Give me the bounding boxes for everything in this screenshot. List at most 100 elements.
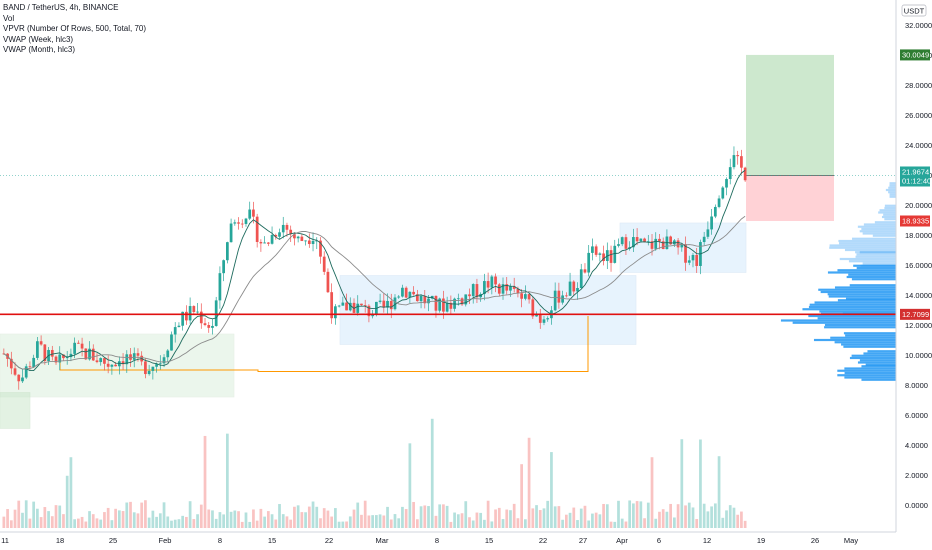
vpvr-bar bbox=[862, 262, 896, 265]
candle-body bbox=[147, 370, 151, 375]
volume-bar bbox=[378, 514, 382, 528]
vpvr-bar bbox=[837, 269, 896, 272]
vwap-month-line bbox=[3, 215, 746, 370]
candle-body bbox=[706, 229, 710, 237]
volume-bar bbox=[695, 519, 699, 528]
candle-body bbox=[702, 236, 706, 243]
volume-bar bbox=[88, 511, 91, 528]
candle-body bbox=[278, 232, 281, 237]
volume-bar bbox=[684, 505, 687, 528]
vpvr-bar bbox=[824, 323, 896, 327]
candle-body bbox=[520, 293, 523, 299]
vpvr-bar bbox=[885, 188, 896, 192]
volume-bar bbox=[389, 519, 393, 528]
vpvr-bar bbox=[827, 271, 896, 274]
volume-bar bbox=[259, 508, 263, 528]
vwap-week-line bbox=[3, 170, 746, 372]
candle-body bbox=[226, 242, 229, 261]
candle-body bbox=[524, 294, 527, 299]
candle-body bbox=[181, 311, 185, 326]
vpvr-bar bbox=[841, 343, 896, 346]
volume-bar bbox=[226, 433, 229, 528]
volume-bar bbox=[322, 508, 326, 528]
vwap-month-label[interactable]: VWAP (Month, hlc3) bbox=[3, 45, 76, 54]
volume-bar bbox=[367, 515, 371, 528]
volume-bar bbox=[2, 516, 6, 528]
volume-bar bbox=[613, 521, 617, 528]
candle-body bbox=[356, 303, 360, 313]
candle-body bbox=[58, 354, 62, 363]
vpvr-bar bbox=[819, 310, 896, 313]
volume-bar bbox=[725, 510, 728, 528]
volume-bar bbox=[151, 510, 155, 528]
volume-bar bbox=[170, 520, 173, 528]
vpvr-bar bbox=[813, 338, 896, 342]
volume-bar bbox=[47, 511, 50, 528]
vpvr-bar bbox=[857, 361, 896, 364]
vpvr-bar bbox=[863, 223, 896, 226]
volume-bar bbox=[546, 500, 550, 528]
candle-body bbox=[50, 349, 54, 357]
candle-body bbox=[99, 358, 103, 363]
volume-bar bbox=[307, 506, 311, 528]
x-tick-label: Mar bbox=[376, 536, 389, 545]
x-tick-label: 15 bbox=[268, 536, 276, 545]
candle-body bbox=[229, 223, 233, 243]
vpvr-bar bbox=[852, 237, 896, 240]
volume-bar bbox=[408, 443, 412, 528]
volume-bar bbox=[572, 507, 576, 528]
x-tick-label: 6 bbox=[657, 536, 661, 545]
candle-body bbox=[322, 256, 326, 272]
candle-body bbox=[613, 245, 617, 263]
volume-bar bbox=[646, 502, 650, 528]
candle-body bbox=[721, 187, 725, 199]
candle-body bbox=[293, 234, 296, 239]
candle-body bbox=[218, 273, 222, 301]
vpvr-bar bbox=[780, 319, 896, 322]
volume-bar bbox=[211, 510, 214, 528]
vpvr-bar bbox=[849, 284, 896, 287]
vpvr-bar bbox=[839, 242, 896, 245]
stop-loss-zone bbox=[746, 175, 834, 221]
volume-bar bbox=[710, 506, 713, 528]
candle-body bbox=[635, 237, 639, 242]
candle-body bbox=[509, 286, 512, 291]
candle-body bbox=[691, 254, 695, 261]
candle-body bbox=[412, 291, 415, 295]
volume-bar bbox=[345, 521, 348, 528]
candle-body bbox=[158, 363, 162, 365]
candle-body bbox=[475, 284, 479, 298]
candle-body bbox=[337, 305, 341, 307]
candle-body bbox=[106, 363, 110, 367]
candle-body bbox=[542, 319, 546, 323]
candle-body bbox=[639, 238, 643, 242]
candle-body bbox=[91, 348, 95, 361]
candle-body bbox=[553, 290, 557, 311]
volume-bar bbox=[721, 517, 725, 528]
volume-bar bbox=[73, 519, 76, 528]
volume-bar bbox=[17, 500, 21, 528]
x-tick-label: 8 bbox=[218, 536, 222, 545]
x-tick-label: 12 bbox=[703, 536, 711, 545]
volume-bar bbox=[665, 511, 669, 528]
vpvr-bar bbox=[818, 288, 896, 291]
volume-bar bbox=[427, 506, 430, 528]
candle-body bbox=[594, 246, 598, 255]
volume-bar bbox=[654, 518, 658, 528]
vol-indicator-label[interactable]: Vol bbox=[3, 13, 15, 23]
vwap-week-label[interactable]: VWAP (Week, hlc3) bbox=[3, 34, 74, 44]
volume-bar bbox=[337, 521, 341, 528]
candle-body bbox=[203, 323, 207, 326]
currency-badge-label: USDT bbox=[904, 7, 925, 16]
candle-body bbox=[643, 238, 646, 243]
candle-body bbox=[442, 298, 445, 312]
candle-body bbox=[13, 368, 17, 375]
symbol-title[interactable]: BAND / TetherUS, 4h, BINANCE bbox=[3, 3, 119, 12]
candle-body bbox=[32, 357, 36, 368]
candle-body bbox=[382, 300, 386, 308]
volume-bar bbox=[639, 501, 643, 528]
support-price-tag-label: 12.7099 bbox=[902, 310, 929, 319]
vpvr-indicator-label[interactable]: VPVR (Number Of Rows, 500, Total, 70) bbox=[3, 24, 147, 33]
candle-body bbox=[252, 209, 255, 217]
